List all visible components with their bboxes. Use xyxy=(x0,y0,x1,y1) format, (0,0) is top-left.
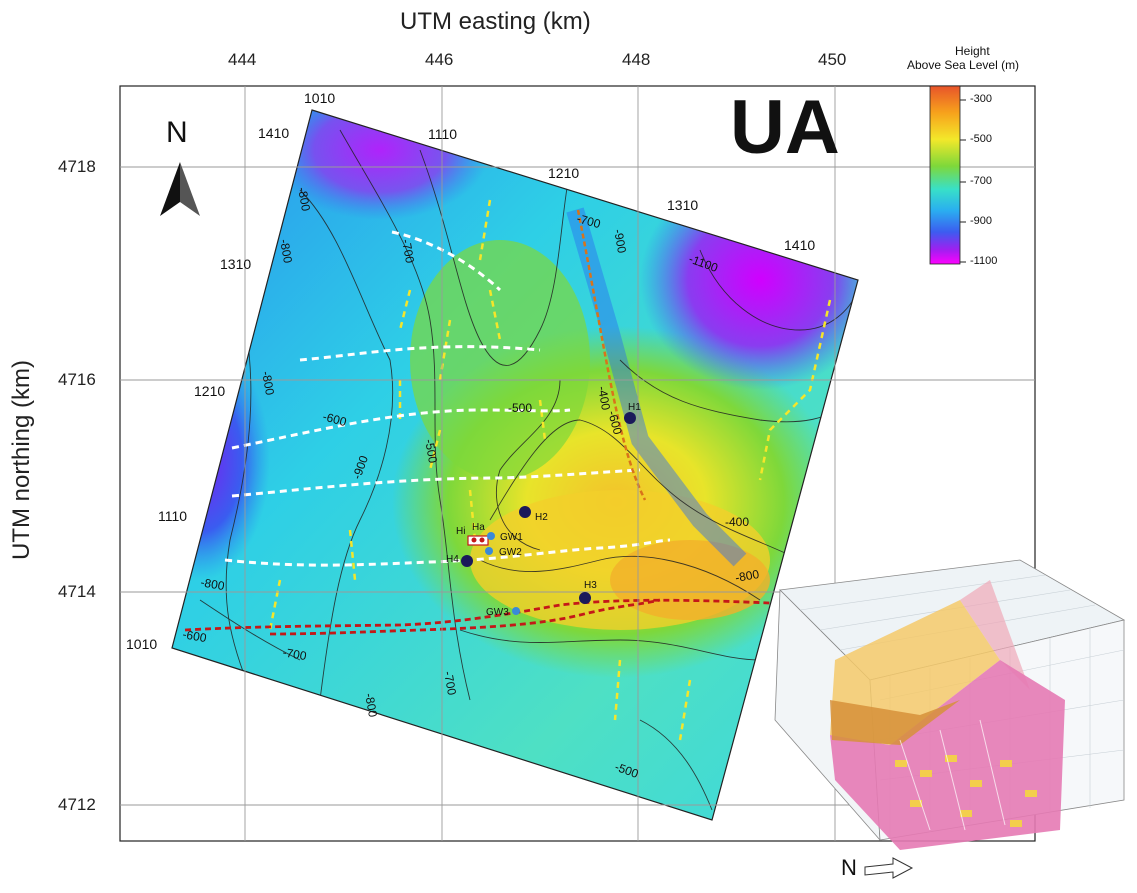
legend-tick-marks xyxy=(960,99,966,263)
well-label-h4: H4 xyxy=(446,554,459,565)
y-tick-4718: 4718 xyxy=(58,157,96,176)
area-label: UA xyxy=(730,85,840,170)
x-tick-448: 448 xyxy=(622,50,651,69)
contour-label: -800 xyxy=(199,575,225,593)
contour-label: -700 xyxy=(441,670,459,696)
line-label-left-1310: 1310 xyxy=(220,256,252,272)
y-tick-4716: 4716 xyxy=(58,370,96,389)
contour-label: -800 xyxy=(277,238,295,264)
well-label-gw3: GW3 xyxy=(486,607,509,618)
contour-label: -800 xyxy=(259,370,277,396)
line-label-top-1410: 1410 xyxy=(784,237,816,253)
legend-colorbar xyxy=(929,85,961,265)
contour-label: -700 xyxy=(399,238,417,264)
legend-tick-500: -500 xyxy=(970,133,993,145)
well-h3-marker[interactable] xyxy=(579,592,591,604)
x-tick-450: 450 xyxy=(818,50,847,69)
contour-label: -600 xyxy=(605,409,625,436)
line-label-top-1210: 1210 xyxy=(548,165,580,181)
contour-label: -800 xyxy=(362,692,380,718)
well-gw2-marker[interactable] xyxy=(485,547,493,555)
north-label: N xyxy=(166,116,188,149)
3d-inset-block xyxy=(774,559,1126,879)
legend-tick-700: -700 xyxy=(970,175,993,187)
profile-lines xyxy=(184,598,771,636)
contour-label: -700 xyxy=(575,211,602,231)
y-tick-4714: 4714 xyxy=(58,582,96,601)
line-label-left-1010: 1010 xyxy=(126,636,158,652)
legend-tick-300: -300 xyxy=(970,93,993,105)
contour-label: -800 xyxy=(295,186,313,212)
wells: H1 H2 H3 H4 Ha Hi GW1 GW2 GW3 xyxy=(446,402,641,618)
contour-label: -600 xyxy=(321,409,348,429)
well-hi-marker[interactable] xyxy=(479,537,485,543)
well-h2-marker[interactable] xyxy=(519,506,531,518)
well-ha-box xyxy=(467,535,489,546)
seismic-lines xyxy=(224,230,671,567)
well-gw3-marker[interactable] xyxy=(512,607,520,615)
contour-label: -500 xyxy=(422,438,440,464)
well-label-h1: H1 xyxy=(628,402,641,413)
line-label-top-1110: 1110 xyxy=(428,126,458,142)
well-ha-marker[interactable] xyxy=(471,537,477,543)
legend-title-line2: Above Sea Level (m) xyxy=(907,58,1020,72)
contour-lines xyxy=(199,129,858,811)
well-label-gw2: GW2 xyxy=(499,547,522,558)
fault-lines xyxy=(268,199,832,741)
line-label-top-1010: 1010 xyxy=(304,90,336,106)
survey-outline xyxy=(171,109,859,821)
line-label-left-1210: 1210 xyxy=(194,383,226,399)
well-label-hi: Hi xyxy=(456,526,465,537)
x-tick-444: 444 xyxy=(228,50,257,69)
elevation-surface xyxy=(172,110,858,820)
contour-label: -500 xyxy=(508,401,532,415)
x-tick-446: 446 xyxy=(425,50,454,69)
north-arrow-icon xyxy=(160,162,200,216)
contour-label: -800 xyxy=(734,567,760,585)
line-label-left-1410: 1410 xyxy=(258,125,290,141)
map-frame xyxy=(119,85,1036,842)
y-tick-4712: 4712 xyxy=(58,795,96,814)
legend-tick-1100: -1100 xyxy=(970,255,998,267)
inset-north-arrow-icon xyxy=(864,857,914,879)
well-label-h2: H2 xyxy=(535,512,548,523)
contour-label: -600 xyxy=(181,627,207,645)
legend-tick-900: -900 xyxy=(970,215,993,227)
contour-label: -900 xyxy=(611,228,629,254)
well-h4-marker[interactable] xyxy=(461,555,473,567)
well-gw1-marker[interactable] xyxy=(487,532,495,540)
well-label-ha: Ha xyxy=(472,522,485,533)
line-label-top-1310: 1310 xyxy=(667,197,699,213)
inset-north-label: N xyxy=(841,855,857,880)
contour-label: -400 xyxy=(595,385,613,411)
legend-title-line1: Height xyxy=(955,44,990,58)
well-h1-marker[interactable] xyxy=(624,412,636,424)
line-label-left-1110: 1110 xyxy=(158,508,188,524)
contour-label: -700 xyxy=(281,645,307,663)
contour-label: -400 xyxy=(725,515,749,529)
x-axis-title: UTM easting (km) xyxy=(400,8,591,35)
well-label-h3: H3 xyxy=(584,580,597,591)
well-label-gw1: GW1 xyxy=(500,532,523,543)
